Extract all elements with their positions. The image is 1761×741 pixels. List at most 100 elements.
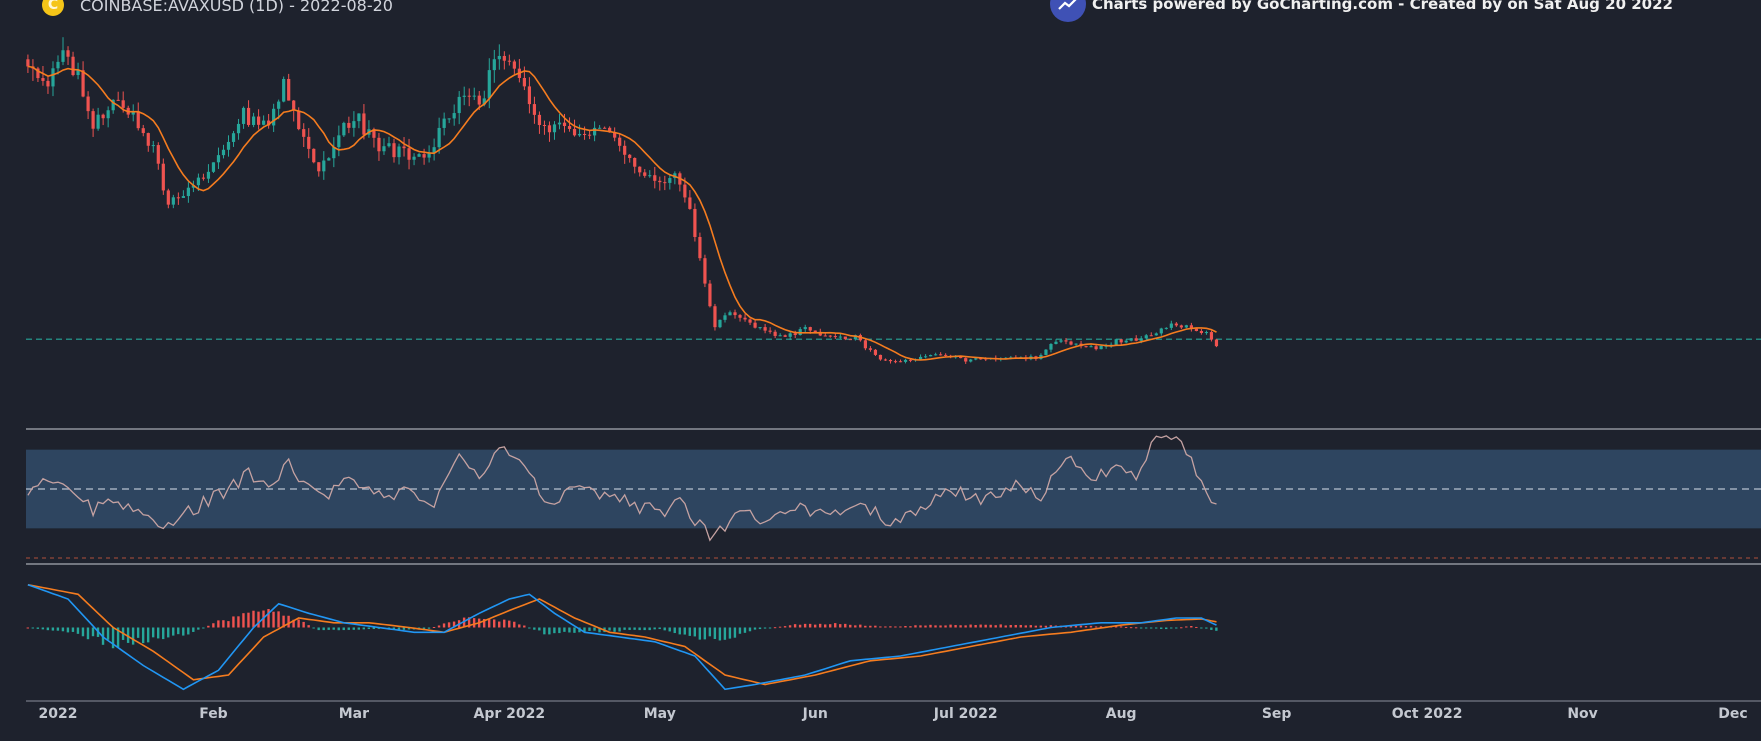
macd-histogram-bar <box>788 625 792 628</box>
macd-histogram-bar <box>462 617 466 628</box>
macd-histogram-bar <box>1039 625 1043 628</box>
x-tick-label: Nov <box>1567 706 1598 722</box>
candle-up <box>1074 343 1078 345</box>
macd-histogram-bar <box>753 627 757 630</box>
macd-histogram-bar <box>402 627 406 630</box>
macd-histogram-bar <box>623 627 626 630</box>
candle-down <box>613 132 617 138</box>
candle-up <box>211 162 216 172</box>
macd-histogram-bar <box>1129 627 1133 629</box>
candle-down <box>768 330 772 332</box>
macd-histogram-bar <box>728 627 732 639</box>
macd-histogram-bar <box>939 625 942 628</box>
candle-down <box>683 184 687 198</box>
candle-up <box>191 185 196 188</box>
candle-up <box>1129 338 1133 341</box>
candle-down <box>944 354 948 356</box>
macd-histogram-bar <box>71 627 75 632</box>
macd-histogram-bar <box>989 624 992 628</box>
macd-histogram-bar <box>688 627 691 636</box>
candle-down <box>763 327 767 331</box>
candle-down <box>693 208 697 237</box>
candle-up <box>1139 338 1143 341</box>
macd-histogram-bar <box>282 615 285 628</box>
macd-histogram-bar <box>879 626 882 628</box>
macd-histogram-bar <box>1099 626 1103 628</box>
candle-down <box>392 143 396 158</box>
moving-average-line <box>27 65 1217 361</box>
candle-down <box>843 336 847 340</box>
candle-down <box>156 145 160 164</box>
candle-up <box>472 95 476 97</box>
candle-up <box>1099 345 1103 350</box>
candle-down <box>1064 340 1068 342</box>
candle-down <box>1174 323 1178 326</box>
macd-histogram-bar <box>1074 625 1078 628</box>
macd-histogram-bar <box>212 623 215 628</box>
x-tick-label: Oct 2022 <box>1391 706 1463 722</box>
macd-histogram-bar <box>1009 624 1012 628</box>
macd-histogram-bar <box>583 627 586 633</box>
macd-histogram-bar <box>723 627 727 640</box>
macd-histogram-bar <box>678 627 681 635</box>
candle-up <box>231 133 236 142</box>
macd-histogram-bar <box>909 626 912 628</box>
macd-histogram-bar <box>849 624 852 628</box>
macd-histogram-bar <box>46 627 50 631</box>
macd-histogram-bar <box>106 627 110 640</box>
candle-up <box>969 359 973 362</box>
macd-histogram-bar <box>272 611 275 628</box>
macd-histogram-bar <box>969 624 972 628</box>
macd-histogram-bar <box>959 625 962 628</box>
macd-histogram-bar <box>834 623 837 628</box>
macd-histogram-bar <box>407 627 411 630</box>
macd-histogram-bar <box>332 627 335 630</box>
candle-up <box>457 96 461 114</box>
candle-down <box>267 120 271 126</box>
macd-histogram-bar <box>302 621 305 628</box>
candle-down <box>1149 335 1153 337</box>
candle-down <box>1194 328 1198 332</box>
macd-histogram-bar <box>312 627 315 629</box>
candle-down <box>1214 339 1219 347</box>
candle-up <box>778 335 782 337</box>
macd-histogram-bar <box>156 627 160 639</box>
macd-histogram-bar <box>683 627 686 635</box>
macd-histogram-bar <box>914 625 917 628</box>
macd-histogram-bar <box>768 627 772 629</box>
macd-histogram-bar <box>307 625 310 628</box>
macd-histogram-bar <box>618 627 621 632</box>
macd-histogram-bar <box>392 627 396 630</box>
candle-up <box>397 146 401 158</box>
candle-down <box>713 306 717 328</box>
candle-down <box>86 96 90 112</box>
macd-histogram-bar <box>1139 627 1143 629</box>
candle-up <box>357 113 361 122</box>
candle-down <box>537 114 542 126</box>
candle-down <box>542 125 547 127</box>
macd-histogram-bar <box>247 612 250 628</box>
macd-histogram-bar <box>447 622 451 628</box>
candle-down <box>964 358 968 362</box>
candle-up <box>1059 340 1063 342</box>
candle-down <box>532 104 537 115</box>
candle-up <box>51 68 55 87</box>
macd-histogram-bar <box>743 627 747 633</box>
candle-down <box>1134 338 1138 341</box>
macd-histogram-bar <box>277 611 280 628</box>
macd-histogram-bar <box>136 627 140 638</box>
macd-histogram-bar <box>146 627 150 643</box>
macd-histogram-bar <box>763 627 767 629</box>
macd-histogram-bar <box>427 627 431 629</box>
candle-down <box>582 133 587 135</box>
candle-up <box>934 354 938 356</box>
macd-histogram-bar <box>1149 627 1153 629</box>
candle-up <box>728 312 732 316</box>
macd-histogram-bar <box>162 627 165 640</box>
candle-down <box>823 335 827 337</box>
x-tick-label: Jul 2022 <box>933 706 998 722</box>
macd-histogram-bar <box>693 627 697 637</box>
candle-up <box>106 110 110 119</box>
macd-histogram-bar <box>1049 625 1053 628</box>
candle-down <box>362 113 366 135</box>
